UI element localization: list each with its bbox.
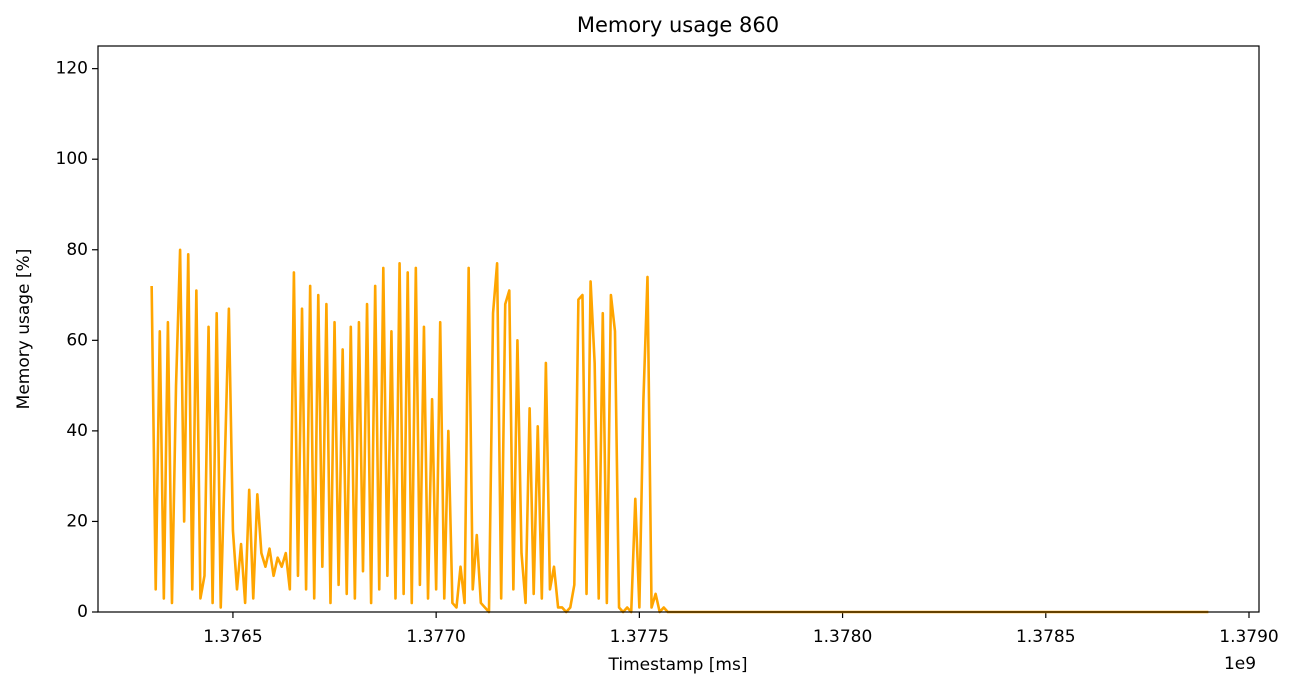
x-tick-label: 1.3780 — [813, 627, 872, 647]
x-tick-label: 1.3775 — [610, 627, 669, 647]
x-axis-label: Timestamp [ms] — [608, 655, 748, 675]
x-tick-label: 1.3770 — [406, 627, 465, 647]
x-tick-label: 1.3765 — [203, 627, 262, 647]
y-tick-label: 40 — [66, 421, 88, 441]
y-tick-label: 0 — [77, 602, 88, 622]
y-tick-label: 60 — [66, 330, 88, 350]
y-tick-label: 100 — [56, 149, 88, 169]
data-line — [150, 248, 1209, 614]
chart-title: Memory usage 860 — [577, 13, 779, 37]
x-tick-label: 1.3790 — [1219, 627, 1278, 647]
y-tick-label: 120 — [56, 59, 88, 79]
x-tick-label: 1.3785 — [1016, 627, 1075, 647]
plot-frame — [97, 45, 1260, 613]
y-tick-label: 80 — [66, 240, 88, 260]
y-tick-label: 20 — [66, 511, 88, 531]
x-offset-label: 1e9 — [1224, 654, 1256, 674]
y-axis-label: Memory usage [%] — [14, 249, 34, 410]
